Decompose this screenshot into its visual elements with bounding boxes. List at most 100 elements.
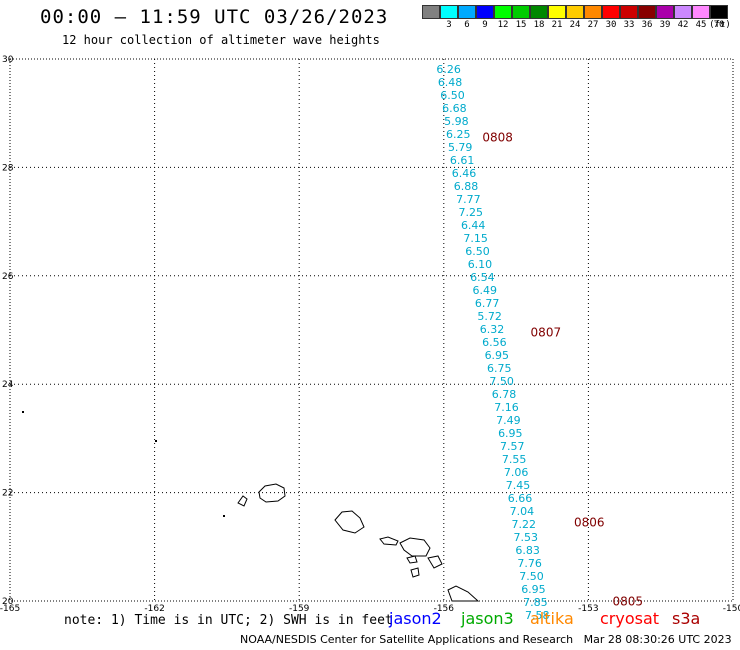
legend-swatch	[512, 5, 530, 19]
wave-height-value: 6.25	[446, 128, 471, 141]
legend-label: 15	[515, 20, 527, 30]
map-frame	[9, 58, 734, 602]
island-dot	[223, 515, 225, 517]
wave-height-value: 6.68	[442, 102, 467, 115]
map-subtitle: 12 hour collection of altimeter wave hei…	[62, 33, 380, 47]
island-coastline	[334, 510, 365, 534]
legend-swatch	[440, 5, 458, 19]
wave-height-value: 6.75	[487, 362, 512, 375]
wave-height-value: 7.50	[489, 375, 514, 388]
island-dot	[22, 411, 24, 413]
legend-swatch	[422, 5, 440, 19]
legend-label: 9	[482, 20, 488, 30]
legend-swatch	[692, 5, 710, 19]
legend-label: 24	[569, 20, 581, 30]
pass-time-label: 0807	[531, 326, 562, 340]
footer-credits: NOAA/NESDIS Center for Satellite Applica…	[240, 633, 732, 646]
wave-height-value: 7.85	[523, 596, 548, 609]
legend-swatch	[638, 5, 656, 19]
lat-tick-label: 26	[2, 272, 14, 282]
wave-height-value: 7.04	[510, 505, 535, 518]
legend-labels: 3 6 9 12 15 18 21 24 27 30 33 36 39 42 45 70 (ft)	[422, 19, 740, 31]
satellite-s3a: s3a	[672, 609, 701, 628]
wave-height-value: 7.45	[506, 479, 531, 492]
legend-swatch	[656, 5, 674, 19]
lat-tick-label: 24	[2, 380, 14, 390]
wave-height-value: 7.76	[517, 557, 542, 570]
lon-tick-label: -150	[723, 604, 740, 614]
wave-height-value: 6.88	[454, 180, 479, 193]
legend-label: 6	[464, 20, 470, 30]
pass-time-label: 0806	[574, 515, 605, 529]
island-coastline	[410, 567, 420, 578]
credits-text: NOAA/NESDIS Center for Satellite Applica…	[240, 633, 574, 646]
satellite-jason2: jason2	[389, 609, 442, 628]
wave-height-value: 6.56	[482, 336, 507, 349]
legend-label: 33	[623, 20, 635, 30]
satellite-altika: altika	[530, 609, 574, 628]
wave-height-value: 7.49	[496, 414, 521, 427]
wave-height-value: 7.53	[513, 531, 538, 544]
wave-height-value: 7.22	[512, 518, 537, 531]
legend-swatch	[584, 5, 602, 19]
legend-label: 12	[497, 20, 509, 30]
pass-time-label: 0805	[613, 595, 644, 609]
legend-swatch	[674, 5, 692, 19]
wave-height-value: 7.57	[500, 440, 525, 453]
wave-height-value: 6.61	[450, 154, 475, 167]
wave-height-value: 5.98	[444, 115, 469, 128]
wave-height-value: 7.25	[459, 206, 484, 219]
legend-label: 70	[713, 20, 725, 30]
island-coastline	[447, 585, 480, 602]
lon-tick-label: -162	[144, 604, 164, 614]
satellite-cryosat: cryosat	[600, 609, 660, 628]
legend-swatch	[476, 5, 494, 19]
wave-height-value: 6.46	[452, 167, 477, 180]
wave-height-value: 6.66	[508, 492, 533, 505]
legend-swatch	[566, 5, 584, 19]
island-coastline	[399, 537, 431, 557]
wave-height-value: 7.15	[463, 232, 488, 245]
wave-height-value: 7.50	[519, 570, 544, 583]
wave-height-value: 7.06	[504, 466, 529, 479]
island-coastline	[237, 495, 248, 507]
wave-height-value: 6.50	[440, 89, 465, 102]
wave-height-value: 6.83	[515, 544, 540, 557]
legend-label: 21	[551, 20, 563, 30]
legend-swatch	[530, 5, 548, 19]
wave-height-value: 5.79	[448, 141, 473, 154]
wave-height-value: 6.95	[485, 349, 510, 362]
lon-tick-label: -153	[578, 604, 598, 614]
wave-height-value: 6.32	[480, 323, 505, 336]
legend-label: 42	[677, 20, 689, 30]
legend-swatches	[422, 5, 740, 19]
wave-height-value: 6.26	[436, 63, 461, 76]
legend-swatch	[710, 5, 728, 19]
legend-swatch	[548, 5, 566, 19]
legend-label: 27	[587, 20, 599, 30]
legend-label: 18	[533, 20, 545, 30]
wave-height-value: 7.55	[502, 453, 527, 466]
wave-height-value: 6.10	[468, 258, 493, 271]
wave-height-value: 6.95	[498, 427, 523, 440]
legend-label: 45	[695, 20, 707, 30]
wave-height-value: 7.16	[494, 401, 519, 414]
legend-label: 30	[605, 20, 617, 30]
lat-tick-label: 28	[2, 163, 14, 173]
lat-tick-label: 20	[2, 597, 14, 607]
island-coastline	[406, 555, 418, 564]
wave-height-value: 7.58	[525, 609, 550, 622]
map-title: 00:00 — 11:59 UTC 03/26/2023	[40, 6, 389, 28]
timestamp-text: Mar 28 08:30:26 UTC 2023	[583, 633, 732, 646]
island-coastline	[258, 483, 286, 503]
wave-height-value: 6.95	[521, 583, 546, 596]
wave-height-value: 6.49	[473, 284, 498, 297]
wave-height-value: 7.77	[456, 193, 481, 206]
island-coastline	[427, 555, 443, 569]
legend-label: 3	[446, 20, 452, 30]
legend-unit: (ft)	[709, 20, 731, 30]
lat-tick-label: 22	[2, 489, 13, 499]
legend-swatch	[494, 5, 512, 19]
lon-tick-label: -159	[289, 604, 310, 614]
color-legend: 3 6 9 12 15 18 21 24 27 30 33 36 39 42 45 70 (ft)	[422, 5, 740, 31]
